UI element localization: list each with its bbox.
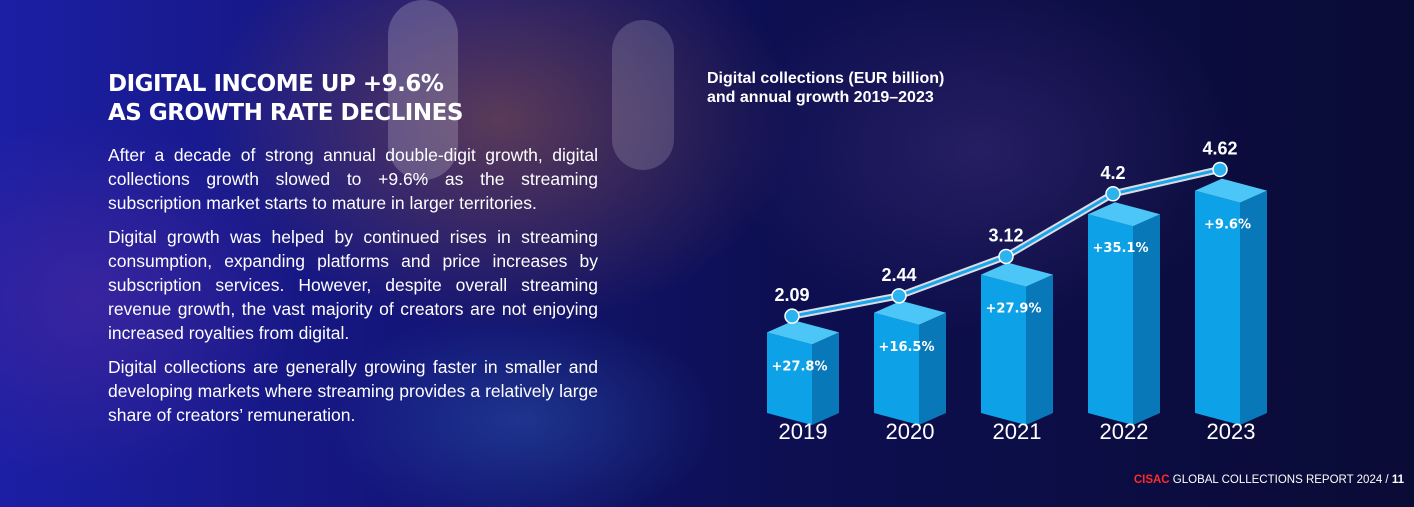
headline-line-2: AS GROWTH RATE DECLINES xyxy=(108,100,463,126)
bar-2021-front xyxy=(981,274,1026,425)
growth-label-2020: +16.5% xyxy=(879,340,935,355)
chart-title-line-2: and annual growth 2019–2023 xyxy=(707,89,934,106)
bar-2023-front xyxy=(1195,190,1240,425)
bar-2020-top xyxy=(874,300,946,325)
footer: CISAC GLOBAL COLLECTIONS REPORT 2024 / 1… xyxy=(1134,474,1404,486)
bar-2019-top xyxy=(767,320,839,345)
chart-title: Digital collections (EUR billion) and an… xyxy=(707,69,944,107)
bar-2021-side xyxy=(1026,274,1053,425)
value-label-2023: 4.62 xyxy=(1202,138,1237,158)
growth-label-2022: +35.1% xyxy=(1093,241,1149,256)
value-label-2019: 2.09 xyxy=(774,285,809,305)
bar-2022-top xyxy=(1088,202,1160,227)
bar-2022-front xyxy=(1088,214,1133,425)
chart-title-line-1: Digital collections (EUR billion) xyxy=(707,69,944,88)
value-label-2021: 3.12 xyxy=(988,225,1023,245)
headphone-left-shape xyxy=(388,0,458,180)
trend-point-2021 xyxy=(998,248,1014,265)
x-tick-2019: 2019 xyxy=(779,419,828,444)
x-tick-2020: 2020 xyxy=(886,419,935,444)
bar-2019-side xyxy=(812,332,839,425)
bar-2020-side xyxy=(919,312,946,425)
headline: DIGITAL INCOME UP +9.6% AS GROWTH RATE D… xyxy=(108,70,463,128)
growth-label-2019: +27.8% xyxy=(772,359,828,374)
page-number: 11 xyxy=(1391,474,1404,486)
paragraph-3: Digital collections are generally growin… xyxy=(108,357,598,425)
bars-group xyxy=(767,178,1267,425)
body-text: After a decade of strong annual double-d… xyxy=(108,143,598,437)
footer-text: GLOBAL COLLECTIONS REPORT 2024 / xyxy=(1169,474,1392,486)
value-label-2022: 4.2 xyxy=(1100,163,1125,183)
bar-2020-front xyxy=(874,312,919,425)
chart-title-bold: Digital collections xyxy=(707,70,844,87)
paragraph-1: After a decade of strong annual double-d… xyxy=(108,145,598,213)
paragraph-2: Digital growth was helped by continued r… xyxy=(108,227,598,343)
footer-brand: CISAC xyxy=(1133,474,1170,486)
bar-2023-top xyxy=(1195,178,1267,203)
trend-point-2023 xyxy=(1212,161,1228,178)
x-tick-2023: 2023 xyxy=(1207,419,1256,444)
bar-2023-side xyxy=(1240,190,1267,425)
headline-line-1: DIGITAL INCOME UP +9.6% xyxy=(108,71,444,97)
growth-label-2023: +9.6% xyxy=(1204,218,1251,233)
bar-2022-side xyxy=(1133,214,1160,425)
trend-point-2022 xyxy=(1105,186,1121,202)
x-tick-2022: 2022 xyxy=(1100,419,1149,444)
labels-group: +27.8% 2019 +16.5% 2020 +27.9% 2021 +35.1% 2022… xyxy=(772,138,1256,444)
line-group xyxy=(784,161,1228,324)
value-label-2020: 2.44 xyxy=(881,265,916,285)
growth-label-2021: +27.9% xyxy=(986,302,1042,317)
bar-2021-top xyxy=(981,262,1053,287)
trend-point-2020 xyxy=(891,288,907,304)
trend-point-2019 xyxy=(784,308,800,324)
chart-title-unit: (EUR billion) xyxy=(843,70,945,87)
headphone-right-shape xyxy=(612,20,674,170)
x-tick-2021: 2021 xyxy=(993,419,1042,444)
bar-2019-front xyxy=(767,332,812,425)
